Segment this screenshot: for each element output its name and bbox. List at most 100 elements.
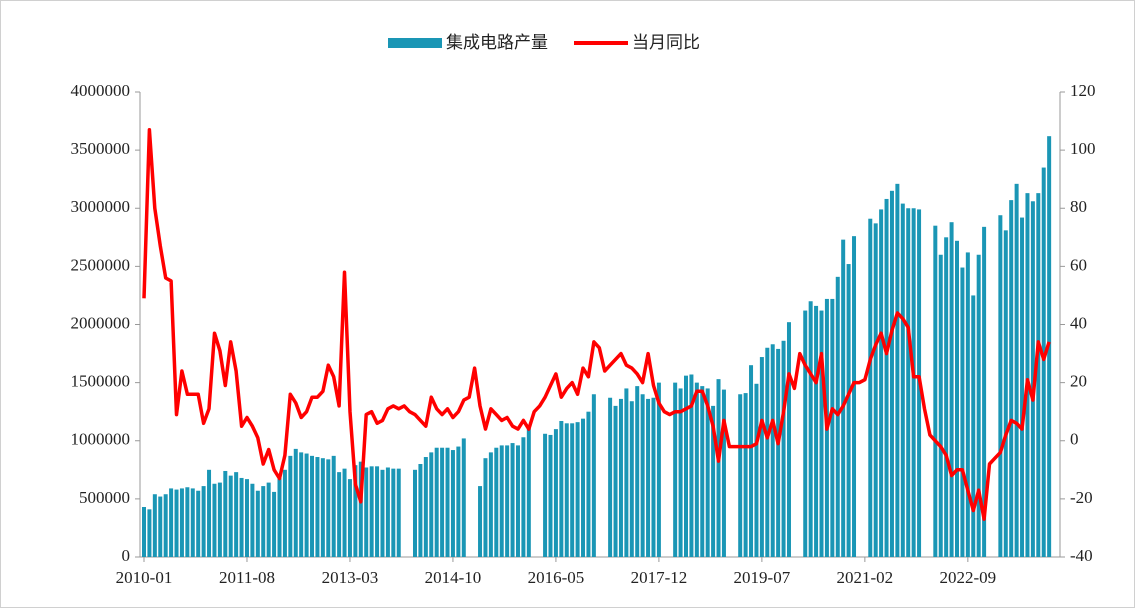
bar (754, 383, 759, 557)
bar (185, 487, 190, 557)
bar (223, 470, 228, 557)
bar (618, 398, 623, 557)
bar (819, 310, 824, 557)
bar (808, 301, 813, 557)
bar (646, 398, 651, 557)
bar (835, 276, 840, 557)
bar (564, 423, 569, 557)
bar (494, 447, 499, 557)
bar (250, 483, 255, 557)
bar (277, 475, 282, 557)
bar (320, 458, 325, 557)
bar (174, 489, 179, 557)
bar (613, 405, 618, 557)
bar (911, 208, 916, 557)
bar (575, 422, 580, 557)
y-tick-label: 1500000 (71, 372, 131, 391)
bar (846, 264, 851, 557)
bar (423, 457, 428, 557)
bar (933, 225, 938, 557)
bar (678, 388, 683, 557)
y2-tick-label: -20 (1070, 488, 1093, 507)
bar (418, 464, 423, 557)
bar (212, 483, 217, 557)
bar (879, 209, 884, 557)
bar (743, 393, 748, 557)
bar (380, 469, 385, 557)
x-tick-label: 2010-01 (116, 568, 173, 587)
bar (1030, 201, 1035, 557)
bar (608, 397, 613, 557)
legend-label: 集成电路产量 (446, 33, 548, 52)
bar (694, 382, 699, 557)
bar (413, 469, 417, 557)
bar (342, 468, 347, 557)
bar (895, 183, 900, 557)
bar (711, 405, 716, 557)
bar (282, 469, 287, 557)
bar (684, 375, 688, 557)
bar (369, 466, 374, 557)
bar (505, 445, 510, 557)
bar (814, 305, 819, 557)
bar (749, 365, 754, 557)
bar (873, 223, 878, 558)
bar (272, 491, 277, 557)
bar (548, 434, 553, 557)
bar (385, 467, 390, 557)
bar (586, 411, 591, 557)
bar (201, 486, 206, 557)
bar (591, 394, 596, 557)
bar (553, 429, 558, 557)
bar (1003, 230, 1008, 557)
bar (1009, 200, 1014, 558)
bar (190, 488, 195, 557)
x-tick-label: 2017-12 (631, 568, 688, 587)
bar (499, 445, 504, 557)
bar (488, 452, 493, 557)
bar (440, 447, 445, 557)
bar (353, 465, 358, 557)
y2-tick-label: 60 (1070, 255, 1087, 274)
bar (142, 507, 146, 557)
y-tick-label: 2000000 (71, 313, 131, 332)
bar (310, 455, 315, 557)
bar (299, 452, 304, 557)
bar (938, 254, 943, 557)
y2-tick-label: 80 (1070, 197, 1087, 216)
bar (239, 477, 244, 557)
y-tick-label: 3000000 (71, 197, 131, 216)
bar (1025, 193, 1030, 557)
y-tick-label: 3500000 (71, 139, 131, 158)
bar (152, 494, 157, 557)
x-tick-label: 2019-07 (734, 568, 791, 587)
bar (217, 482, 222, 557)
y2-tick-label: 40 (1070, 313, 1087, 332)
y-tick-label: 4000000 (71, 81, 131, 100)
bar (228, 475, 233, 557)
bar (304, 453, 309, 557)
bar (868, 218, 873, 557)
bar (841, 239, 846, 557)
bar (288, 455, 293, 557)
bar (982, 226, 987, 557)
bar (759, 357, 764, 557)
y-tick-label: 1000000 (71, 430, 131, 449)
y2-tick-label: 120 (1070, 81, 1096, 100)
bar (358, 461, 363, 557)
bar (293, 448, 298, 557)
y-tick-label: 0 (122, 546, 131, 565)
bar (234, 472, 239, 557)
bar (635, 386, 640, 557)
bar (478, 486, 483, 557)
bar (998, 215, 1003, 557)
bar (147, 509, 152, 557)
bar (396, 468, 401, 557)
bar (207, 469, 212, 557)
bar (337, 472, 342, 557)
x-tick-label: 2014-10 (425, 568, 482, 587)
bar (450, 450, 455, 557)
bar (738, 394, 743, 557)
bar (515, 445, 520, 557)
bar (944, 237, 949, 557)
